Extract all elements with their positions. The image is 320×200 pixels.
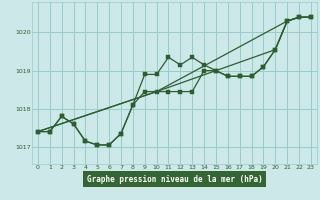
X-axis label: Graphe pression niveau de la mer (hPa): Graphe pression niveau de la mer (hPa): [86, 175, 262, 184]
